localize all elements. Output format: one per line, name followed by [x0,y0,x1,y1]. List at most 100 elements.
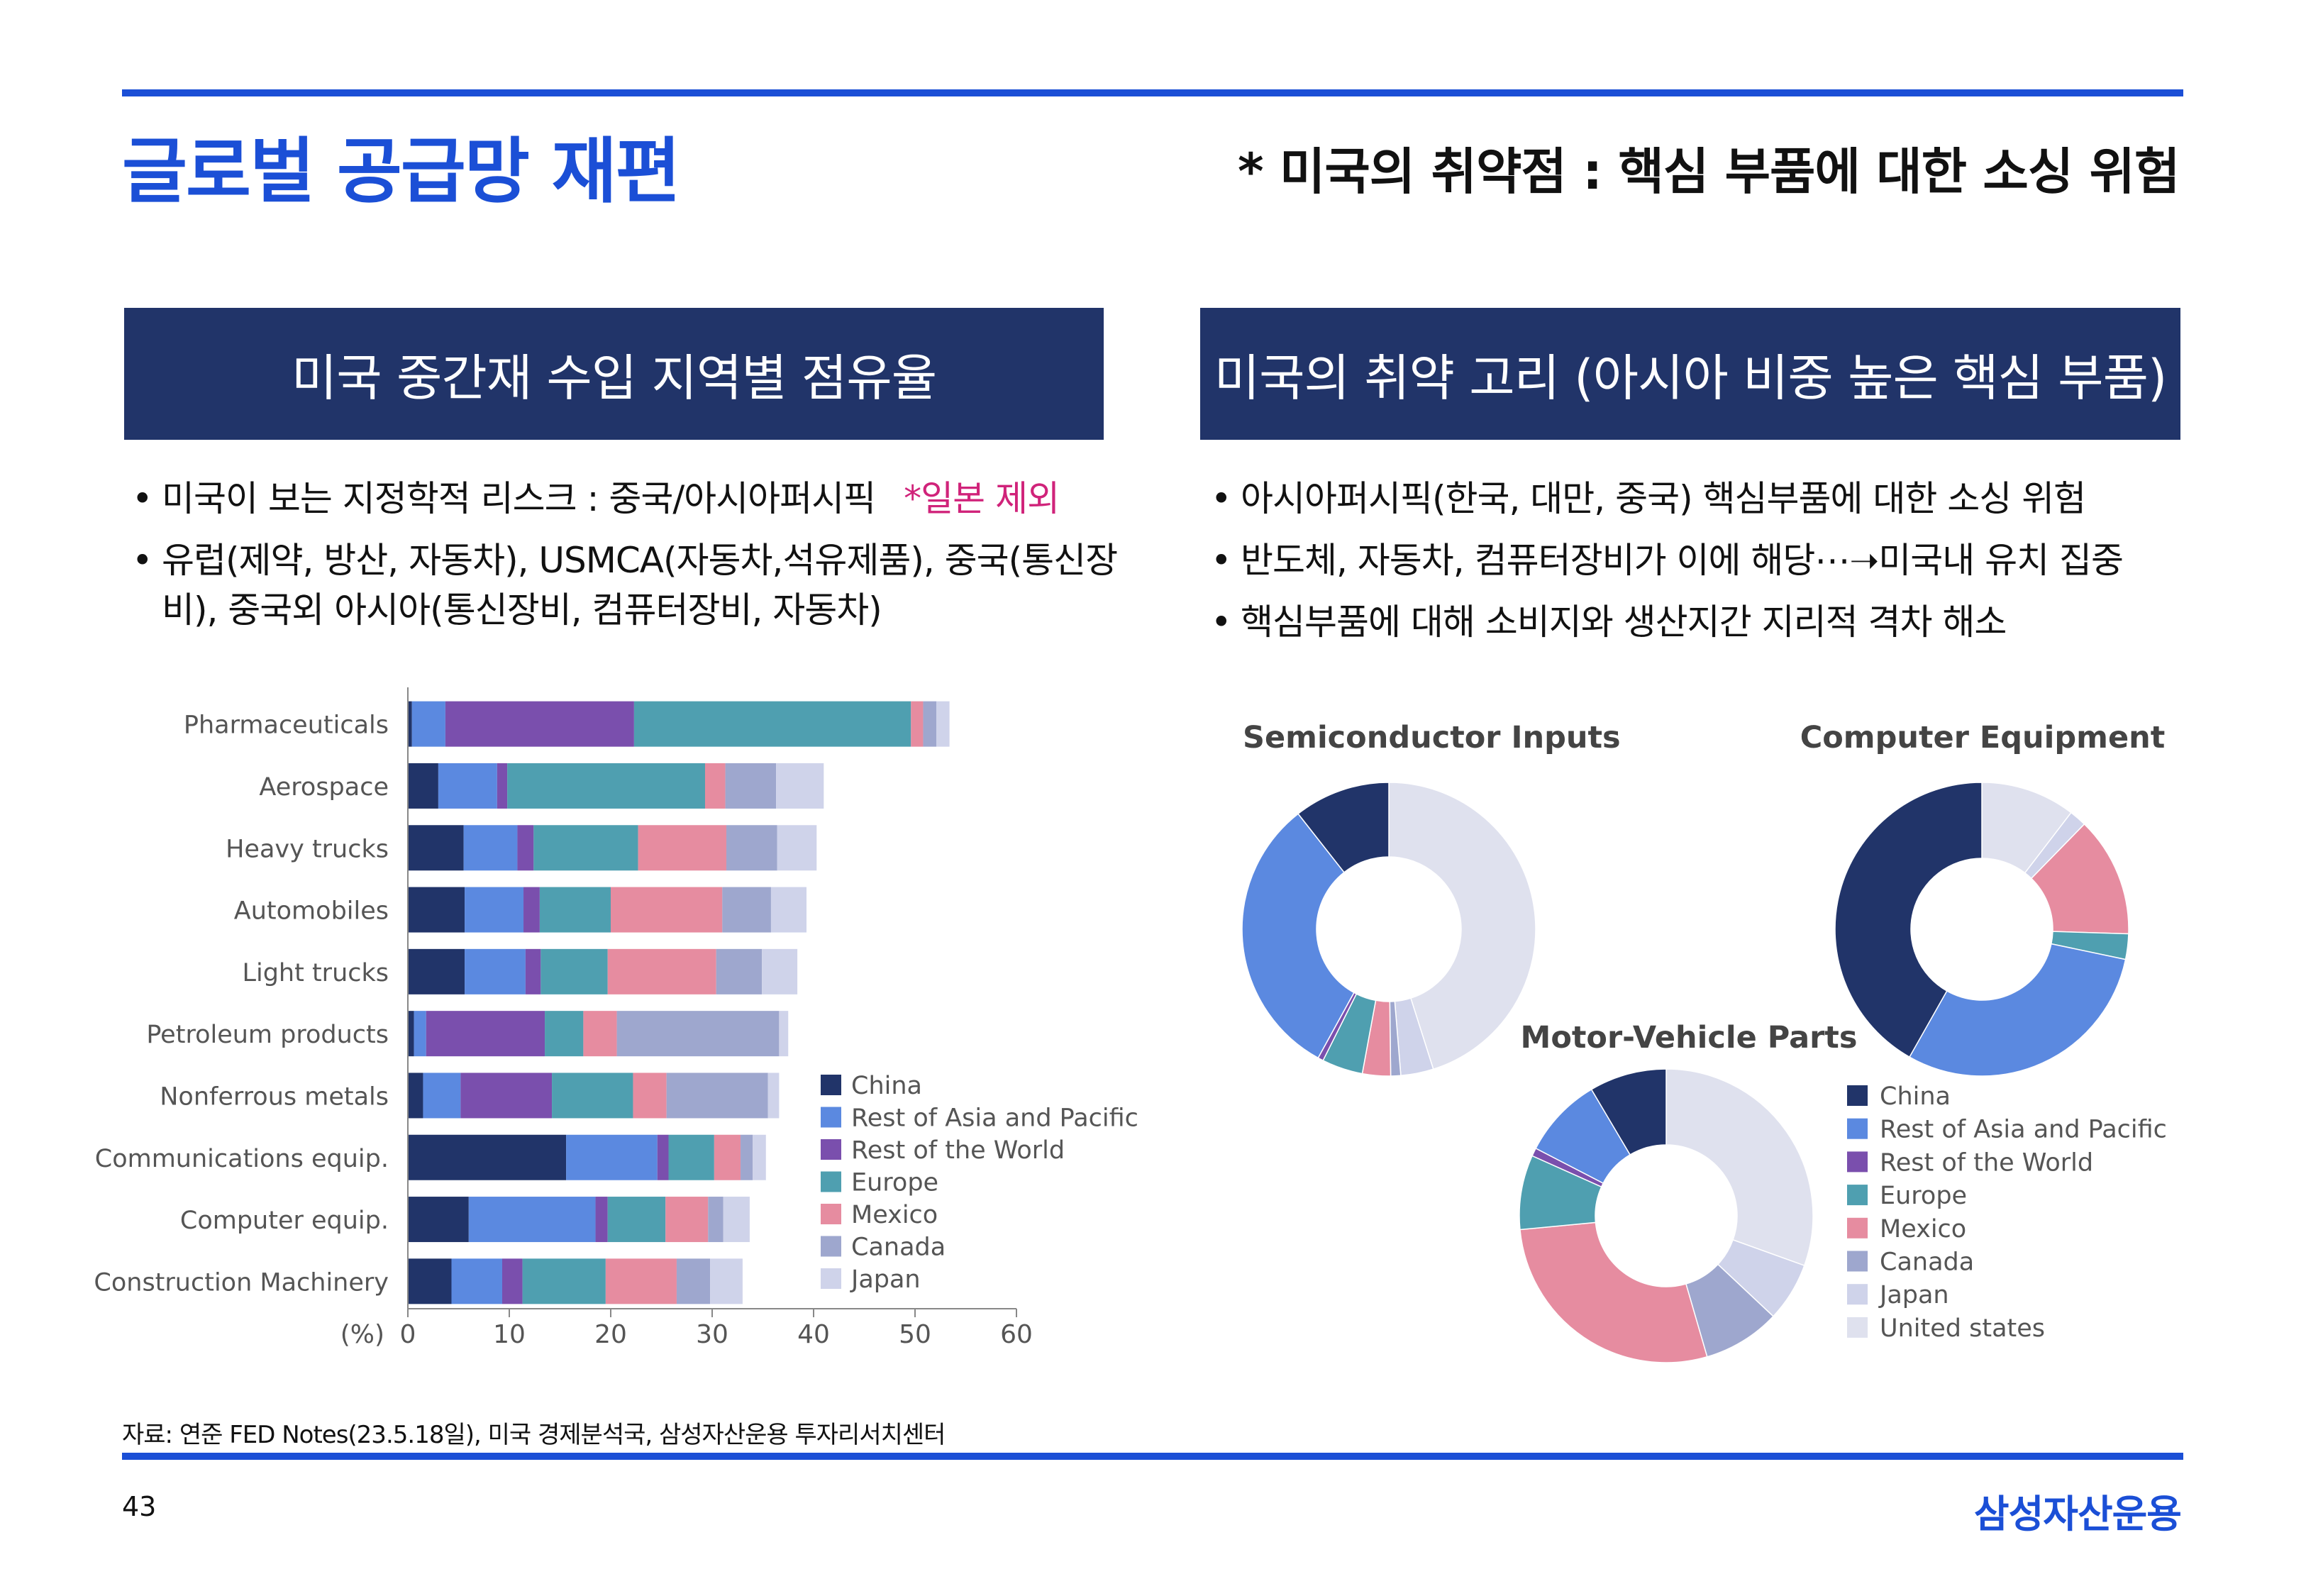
bar-petroleum-products-mexico [583,1011,617,1057]
right-section-banner: 미국의 취약 고리 (아시아 비중 높은 핵심 부품) [1200,308,2180,440]
right-bullet-list: 아시아퍼시픽(한국, 대만, 중국) 핵심부품에 대한 소싱 위험 반도체, 자… [1208,474,2187,659]
bar-petroleum-products-europe [545,1011,584,1057]
category-label-pharmaceuticals: Pharmaceuticals [184,711,389,740]
category-label-communications-equip: Communications equip. [95,1145,389,1173]
bar-construction-machinery-rest-of-the-world [501,1258,523,1304]
bar-pharmaceuticals-china [408,701,412,747]
legend-label-canada: Canada [851,1234,946,1262]
x-tick-label-10: 10 [493,1320,526,1349]
category-label-petroleum-products: Petroleum products [146,1021,389,1049]
bar-aerospace-rest-of-asia-and-pacific [438,763,497,809]
bar-nonferrous-metals-europe [552,1073,633,1119]
bar-petroleum-products-rest-of-asia-and-pacific [414,1011,426,1057]
legend-label-japan: Japan [850,1265,921,1294]
bar-automobiles-rest-of-asia-and-pacific [465,887,524,933]
bar-construction-machinery-japan [710,1258,743,1304]
donut-title-motor-vehicle-parts: Motor-Vehicle Parts [1521,1020,1858,1055]
bar-nonferrous-metals-japan [767,1073,780,1119]
bar-automobiles-europe [539,887,611,933]
donut-legend-label-china: China [1880,1082,1951,1111]
right-bullet-3: 핵심부품에 대해 소비지와 생산지간 지리적 격차 해소 [1208,597,2187,647]
bar-computer-equip-mexico [665,1197,709,1243]
bar-light-trucks-japan [762,948,798,994]
x-tick-label-50: 50 [899,1320,931,1349]
bar-communications-equip-japan [753,1134,766,1180]
donut-slice-semiconductor-inputs-rest-of-asia-and-pacific [1241,813,1355,1059]
bar-construction-machinery-china [408,1258,452,1304]
bar-light-trucks-rest-of-the-world [525,948,541,994]
bar-heavy-trucks-canada [726,825,777,871]
x-tick-label-0: 0 [400,1320,416,1349]
donut-legend-label-rest-of-asia-and-pacific: Rest of Asia and Pacific [1880,1116,2167,1144]
bar-communications-equip-rest-of-the-world [657,1134,669,1180]
donut-slice-computer-equipment-mexico [2030,823,2129,935]
legend-swatch-china [821,1075,841,1095]
bar-nonferrous-metals-canada [666,1073,768,1119]
bar-pharmaceuticals-japan [936,701,950,747]
bar-light-trucks-europe [541,948,608,994]
bar-computer-equip-china [408,1197,469,1243]
page-number: 43 [122,1491,157,1522]
legend-label-china: China [851,1072,922,1100]
left-bullet-1: 미국이 보는 지정학적 리스크 : 중국/아시아퍼시픽 *일본 제외 [129,474,1122,523]
bar-nonferrous-metals-mexico [633,1073,667,1119]
donut-legend-swatch-mexico [1847,1217,1868,1238]
bar-heavy-trucks-china [408,825,464,871]
bar-petroleum-products-canada [616,1011,780,1057]
bar-construction-machinery-rest-of-asia-and-pacific [451,1258,502,1304]
bar-communications-equip-canada [741,1134,753,1180]
left-bullet-1-text: 미국이 보는 지정학적 리스크 : 중국/아시아퍼시픽 [162,478,876,519]
bar-pharmaceuticals-canada [923,701,937,747]
legend-swatch-mexico [821,1204,841,1224]
bar-petroleum-products-rest-of-the-world [426,1011,545,1057]
category-label-automobiles: Automobiles [234,897,389,926]
donut-legend-swatch-china [1847,1085,1868,1106]
bar-heavy-trucks-rest-of-asia-and-pacific [463,825,518,871]
bar-light-trucks-canada [716,948,763,994]
bar-automobiles-mexico [611,887,723,933]
right-bullet-1: 아시아퍼시픽(한국, 대만, 중국) 핵심부품에 대한 소싱 위험 [1208,474,2187,523]
bar-heavy-trucks-japan [777,825,817,871]
left-bullet-note: *일본 제외 [904,478,1060,519]
bar-communications-equip-mexico [714,1134,741,1180]
bar-aerospace-japan [776,763,824,809]
bar-light-trucks-china [408,948,465,994]
bar-communications-equip-china [408,1134,567,1180]
bar-light-trucks-rest-of-asia-and-pacific [465,948,526,994]
x-tick-label-20: 20 [594,1320,627,1349]
legend-label-rest-of-asia-and-pacific: Rest of Asia and Pacific [851,1104,1138,1133]
bar-petroleum-products-japan [779,1011,789,1057]
legend-swatch-canada [821,1236,841,1257]
bottom-rule [122,1453,2183,1460]
bar-petroleum-products-china [408,1011,414,1057]
bar-pharmaceuticals-mexico [911,701,924,747]
donut-legend-swatch-japan [1847,1284,1868,1305]
donut-charts: Semiconductor Inputs Computer Equipment Mo… [1241,720,2167,1363]
bar-heavy-trucks-europe [533,825,638,871]
donut-legend-label-united-states: United states [1880,1314,2045,1343]
bar-light-trucks-mexico [607,948,716,994]
left-bullet-2-text: 유럽(제약, 방산, 자동차), USMCA(자동차,석유제품), 중국(통신장… [162,540,1118,631]
legend-label-mexico: Mexico [851,1201,938,1229]
donut-slice-computer-equipment-china [1834,782,1983,1058]
legend-swatch-japan [821,1268,841,1289]
donut-slice-motor-vehicle-parts-united-states [1665,1068,1814,1267]
left-section-banner: 미국 중간재 수입 지역별 점유율 [124,308,1104,440]
category-label-computer-equip: Computer equip. [180,1207,389,1235]
donut-legend-label-japan: Japan [1878,1281,1949,1309]
brand-logo: 삼성자산운용 [1973,1492,2182,1536]
bar-computer-equip-rest-of-asia-and-pacific [468,1197,596,1243]
bar-aerospace-china [408,763,438,809]
page-title: 글로벌 공급망 재편 [122,130,681,213]
donut-legend-swatch-rest-of-the-world [1847,1151,1868,1173]
category-label-construction-machinery: Construction Machinery [94,1268,389,1297]
left-bullet-list: 미국이 보는 지정학적 리스크 : 중국/아시아퍼시픽 *일본 제외 유럽(제약,… [129,474,1122,647]
donut-legend-swatch-united-states [1847,1317,1868,1338]
legend-label-europe: Europe [851,1169,938,1197]
right-bullet-2-text: 반도체, 자동차, 컴퓨터장비가 이에 해당⋯➝미국내 유치 집중 [1241,540,2124,581]
legend-label-rest-of-the-world: Rest of the World [851,1136,1065,1165]
right-bullet-1-text: 아시아퍼시픽(한국, 대만, 중국) 핵심부품에 대한 소싱 위험 [1241,478,2086,519]
stacked-bar-chart: Pharmaceuticals Aerospace Heavy trucks Auto… [94,687,1138,1349]
bar-aerospace-mexico [704,763,726,809]
bar-communications-equip-rest-of-asia-and-pacific [566,1134,658,1180]
